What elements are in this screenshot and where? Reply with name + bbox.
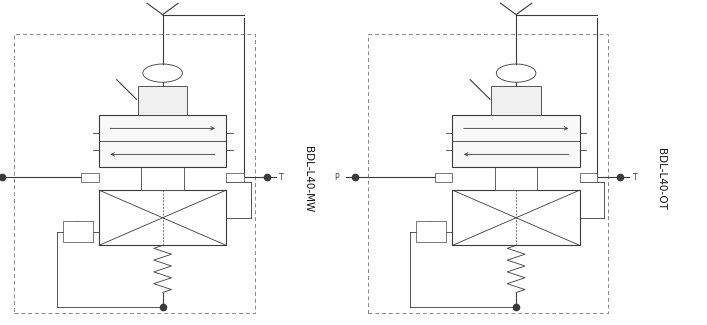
Bar bbox=[99, 190, 226, 245]
Bar bbox=[435, 173, 452, 182]
Bar bbox=[452, 190, 580, 245]
Text: B: B bbox=[139, 0, 144, 2]
Text: T: T bbox=[633, 173, 638, 182]
Text: A: A bbox=[182, 0, 187, 2]
Bar bbox=[138, 86, 187, 115]
Text: B: B bbox=[492, 0, 497, 2]
Text: T: T bbox=[279, 173, 284, 182]
Bar bbox=[491, 86, 541, 115]
Bar bbox=[226, 173, 244, 182]
Bar bbox=[452, 115, 580, 167]
Bar bbox=[141, 167, 184, 190]
Bar bbox=[580, 173, 597, 182]
Bar bbox=[495, 167, 537, 190]
Bar bbox=[99, 115, 226, 167]
Bar bbox=[416, 222, 446, 242]
Bar bbox=[81, 173, 99, 182]
Text: A: A bbox=[535, 0, 540, 2]
Text: BDL-L40-OT: BDL-L40-OT bbox=[656, 148, 666, 210]
Bar bbox=[63, 222, 93, 242]
Text: P: P bbox=[334, 173, 339, 182]
Text: BDL-L40-MW: BDL-L40-MW bbox=[303, 146, 312, 212]
